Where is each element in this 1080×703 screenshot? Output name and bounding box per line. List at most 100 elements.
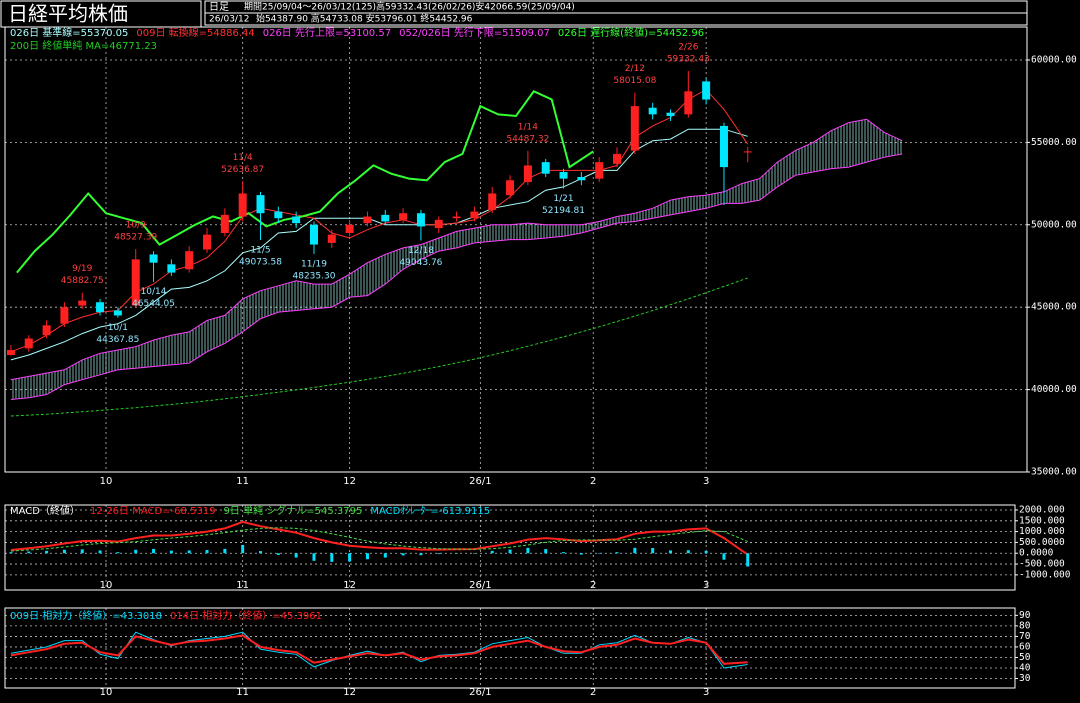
histogram-bar [116,552,120,554]
annotation-value: 46544.05 [132,299,175,309]
y-tick-label: 50 [1019,652,1031,663]
histogram-bar [437,553,441,555]
x-tick-label: 2 [590,687,596,698]
candle-body [113,310,122,316]
candle-body [470,211,479,219]
histogram-bar [746,553,750,567]
candle-body [541,162,550,174]
x-tick-label: 2 [590,476,596,487]
candle-body [274,211,283,219]
y-tick-label: 70 [1019,631,1031,642]
annotation-value: 44367.85 [96,335,139,345]
candle-body [185,251,194,270]
y-tick-label: 0.0000 [1019,548,1054,559]
x-tick-label: 10 [100,687,113,698]
legend-entry: 009日 相対力（終値）=43.3018 [10,609,162,622]
timeframe: 日足 [209,1,229,13]
candle-body [666,112,675,116]
annotation-value: 59332.43 [667,54,710,64]
annotation-date: 12/18 [408,246,434,256]
histogram-bar [615,552,619,554]
x-tick-label: 10 [100,580,113,591]
histogram-bar [187,550,191,554]
x-tick-label: 26/1 [469,476,491,487]
y-tick-label: 35000.00 [1031,467,1077,478]
histogram-bar [276,553,280,555]
histogram-bar [152,548,156,554]
histogram-bar [259,551,262,554]
y-tick-label: 60000.00 [1031,54,1077,65]
candle-body [309,224,318,245]
histogram-bar [134,549,138,554]
histogram-bar [62,549,66,554]
candle-body [684,91,693,115]
candle-body [719,125,728,168]
histogram-bar [686,550,690,554]
y-tick-label: 45000.00 [1031,302,1077,313]
candle-body [577,176,586,181]
annotation-date: 2/26 [678,42,698,52]
candle-body [256,195,265,214]
histogram-bar [169,550,173,554]
y-tick-label: 1000.000 [1019,526,1065,537]
legend-entry: 026日 基準線=55370.05 [10,26,128,39]
x-tick-label: 3 [703,687,709,698]
candle-body [743,151,752,153]
histogram-bar [455,553,459,554]
candle-body [630,106,639,151]
y-tick-label: 1500.000 [1019,515,1065,526]
x-tick-label: 11 [236,476,249,487]
histogram-bar [294,553,298,558]
candle-body [434,219,443,229]
candle-body [78,300,87,306]
panel [4,26,1028,473]
annotation-value: 45882.75 [61,276,104,286]
candle-body [452,216,461,219]
annotation-value: 54487.32 [506,134,549,144]
x-tick-label: 10 [100,476,113,487]
histogram-bar [330,553,334,562]
histogram-bar [241,545,245,554]
x-tick-label: 11 [236,580,249,591]
histogram-bar [365,553,369,560]
histogram-bar [401,553,405,556]
histogram-bar [544,549,548,554]
histogram-bar [98,550,102,554]
candle-body [327,234,336,243]
annotation-date: 11/19 [301,259,327,269]
candle-body [60,307,69,324]
candle-body [203,234,212,250]
x-tick-label: 2 [590,580,596,591]
histogram-bar [526,547,530,554]
candle-body [167,264,176,273]
histogram-bar [27,551,31,554]
title-box [0,0,202,28]
annotation-date: 1/21 [553,194,573,204]
y-tick-label: 55000.00 [1031,137,1077,148]
legend-entry: 052/026日 先行下限=51509.07 [399,26,550,39]
legend-entry: 026日 先行上限=53100.57 [263,26,391,39]
candle-body [131,259,140,306]
ohlc: 始54387.90 高54733.08 安53796.01 終54452.96 [256,13,473,25]
annotation-value: 52194.81 [542,206,585,216]
annotation-date: 1/14 [518,122,538,132]
annotation-date: 11/5 [250,246,270,256]
histogram-bar [633,547,637,554]
x-tick-label: 3 [703,580,709,591]
series-line [10,118,903,381]
series-line [10,631,748,669]
candle-body [42,325,51,336]
y-tick-label: -500.000 [1019,559,1065,570]
series-line [10,277,748,417]
histogram-bar [472,553,476,554]
histogram-bar [312,553,316,561]
period: 期間25/09/04～26/03/12(125)高59332.43(26/02/… [244,1,575,13]
histogram-bar [651,548,655,554]
annotation-date: 10/14 [141,287,167,297]
candle-body [416,213,425,227]
title: 日経平均株価 [8,2,128,26]
series-line [10,153,903,400]
histogram-bar [508,549,512,554]
series-line [10,520,749,556]
histogram-bar [9,552,13,554]
